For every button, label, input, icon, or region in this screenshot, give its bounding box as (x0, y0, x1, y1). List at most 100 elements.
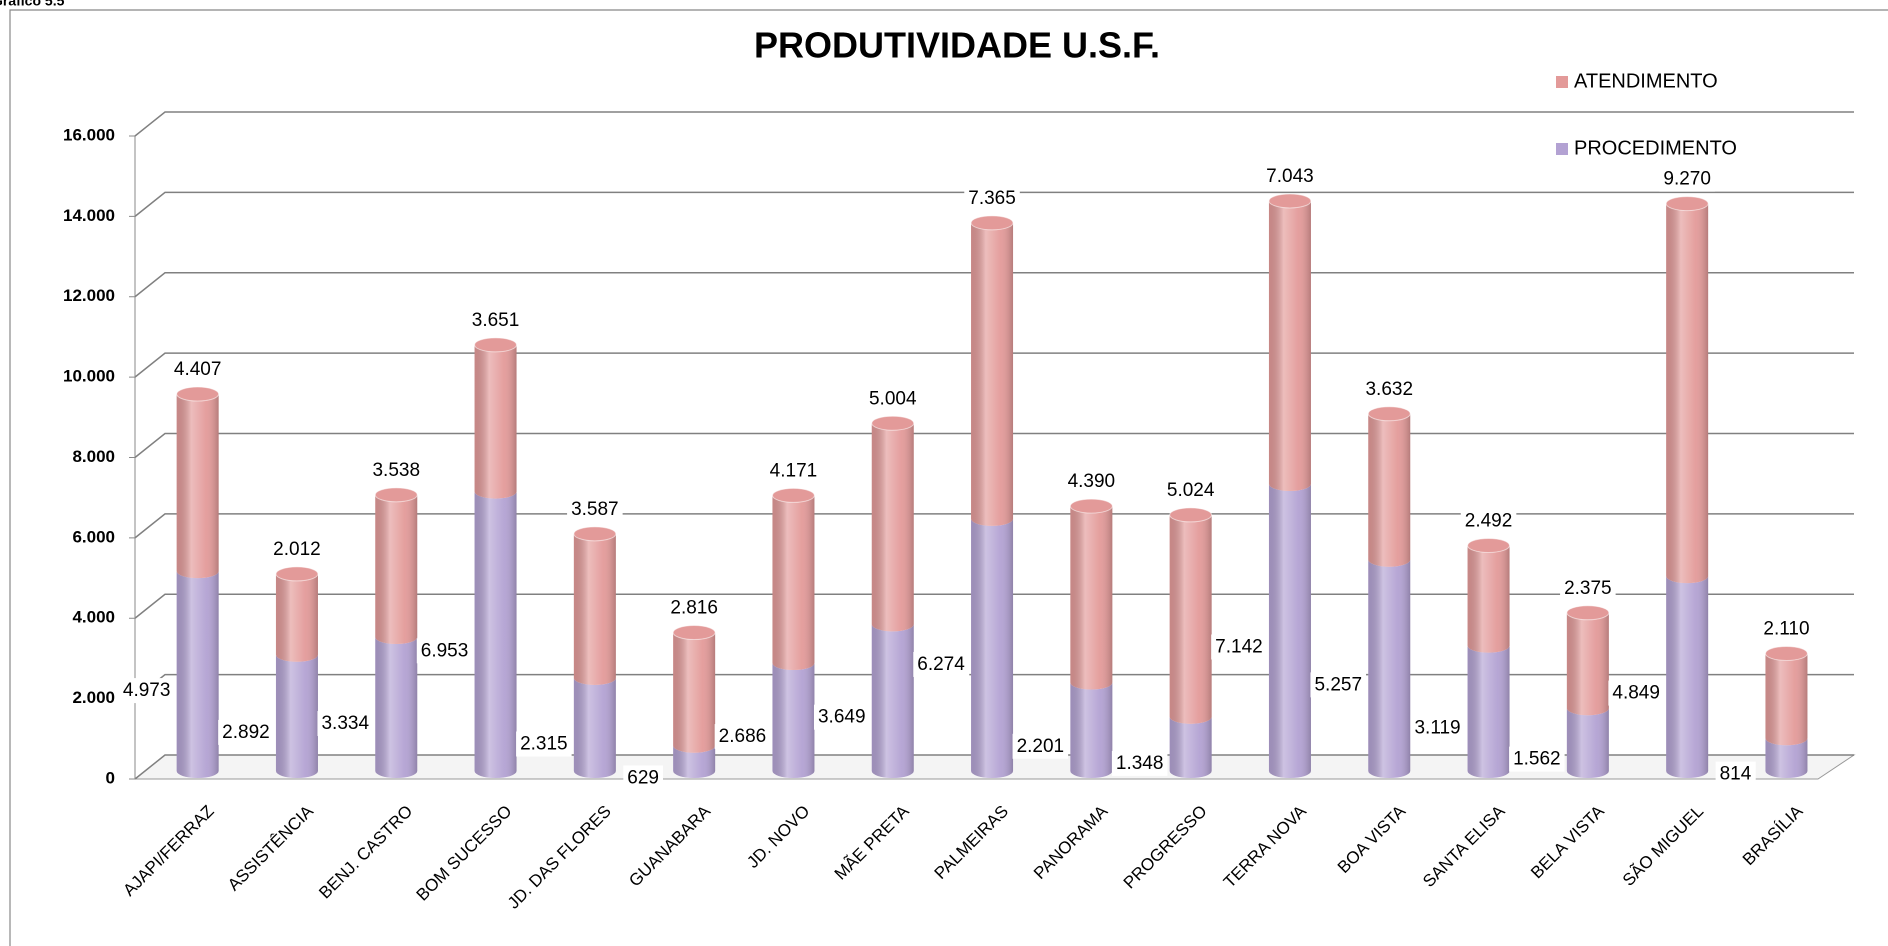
value-label-bg (666, 595, 722, 621)
value-label: 9.270 (1663, 169, 1711, 190)
cylinder-top (1069, 498, 1113, 514)
cylinder-top (1268, 193, 1312, 209)
shading (673, 745, 716, 778)
cylinder-top (474, 337, 518, 353)
chart-border (9, 9, 1888, 946)
grid-line (134, 191, 1854, 217)
value-label: 5.257 (1314, 674, 1362, 695)
value-label: 3.587 (571, 499, 619, 520)
value-label-bg (1012, 733, 1069, 759)
value-label: 4.407 (174, 359, 222, 380)
shading (772, 495, 815, 671)
value-label-bg (218, 719, 274, 745)
y-tick-label: 10.000 (63, 367, 115, 386)
value-label-bg (1759, 616, 1814, 642)
value-label-bg (317, 711, 374, 737)
value-label: 2.816 (670, 598, 718, 619)
cylinder-top (1467, 538, 1511, 554)
value-label: 5.004 (869, 388, 917, 409)
x-tick-label: MÃE PRETA (831, 801, 913, 883)
value-label: 4.171 (770, 460, 818, 481)
x-tick-label: SANTA ELISA (1419, 801, 1509, 891)
value-label-bg (1560, 575, 1616, 601)
x-tick-label: JD. NOVO (743, 802, 813, 872)
x-tick-label: TERRA NOVA (1220, 801, 1310, 891)
shading (1268, 483, 1311, 778)
shading (1566, 612, 1609, 716)
value-label: 3.119 (1414, 717, 1460, 738)
cylinder-top (1169, 507, 1213, 523)
shading (375, 494, 418, 645)
x-tick-label: BOM SUCESSO (413, 802, 516, 905)
cylinder-top (871, 415, 915, 431)
shading (176, 394, 219, 579)
value-label: 3.651 (472, 310, 520, 331)
y-tick-label: 4.000 (72, 608, 115, 627)
value-label-bg (813, 704, 870, 730)
shading (1070, 506, 1113, 690)
x-tick-label: AJAPI/FERRAZ (119, 802, 217, 900)
value-label: 6.274 (917, 654, 965, 675)
value-label: 2.012 (273, 539, 321, 560)
value-label: 1.562 (1513, 749, 1561, 770)
x-tick-label: GUANABARA (625, 801, 714, 890)
value-label: 4.849 (1612, 683, 1660, 704)
shading (1268, 200, 1311, 491)
value-label-bg (1659, 166, 1715, 192)
value-label-bg (1608, 680, 1664, 706)
shading (573, 677, 616, 778)
y-tick-label: 2.000 (72, 688, 115, 707)
shading (474, 491, 517, 778)
cylinder-top (970, 215, 1014, 231)
value-label-bg (714, 724, 771, 750)
value-label-bg (368, 457, 425, 483)
x-tick-label: BOA VISTA (1334, 801, 1410, 877)
value-label-bg (416, 638, 473, 664)
chart-title: PRODUTIVIDADE U.S.F. (754, 25, 1160, 66)
shading (1566, 708, 1609, 778)
y-tick-label: 6.000 (72, 527, 115, 546)
value-label-bg (169, 357, 226, 383)
value-label: 4.973 (123, 680, 171, 701)
shading (1467, 645, 1510, 778)
value-label-bg (1262, 163, 1318, 189)
y-tick-label: 8.000 (72, 447, 115, 466)
value-label: 3.334 (321, 713, 369, 734)
shading (871, 423, 914, 632)
shading (971, 518, 1014, 778)
y-tick-label: 0 (106, 768, 115, 787)
shading (1467, 545, 1510, 653)
value-label-bg (1410, 715, 1465, 741)
value-label-bg (1211, 634, 1267, 660)
y-tick-label: 12.000 (63, 286, 115, 305)
legend-swatch (1556, 76, 1568, 88)
shading (1765, 738, 1808, 778)
value-label-bg (567, 496, 623, 522)
legend-label: PROCEDIMENTO (1574, 137, 1737, 159)
value-label-bg (1509, 746, 1565, 772)
value-label-bg (467, 307, 524, 333)
shading (275, 654, 318, 778)
shading (1765, 653, 1808, 746)
value-label: 814 (1720, 764, 1752, 785)
value-label: 7.043 (1266, 166, 1314, 187)
x-tick-label: ASSISTÊNCIA (224, 801, 317, 894)
value-label-bg (269, 536, 325, 562)
shading (1368, 413, 1411, 567)
shading (573, 533, 616, 685)
cylinder-top (1665, 196, 1709, 212)
value-label: 629 (627, 767, 659, 788)
shading (176, 571, 219, 778)
value-label: 2.110 (1763, 619, 1809, 640)
value-label: 2.375 (1564, 578, 1612, 599)
value-label: 7.365 (968, 188, 1016, 209)
value-label: 2.492 (1465, 511, 1513, 532)
value-label-bg (964, 185, 1020, 211)
legend-label: ATENDIMENTO (1574, 70, 1718, 92)
shading (1169, 716, 1212, 778)
value-label-bg (1310, 672, 1367, 698)
value-label: 3.538 (372, 460, 420, 481)
grid-line (134, 111, 1854, 137)
shading (1169, 514, 1212, 724)
value-label-bg (118, 678, 175, 704)
